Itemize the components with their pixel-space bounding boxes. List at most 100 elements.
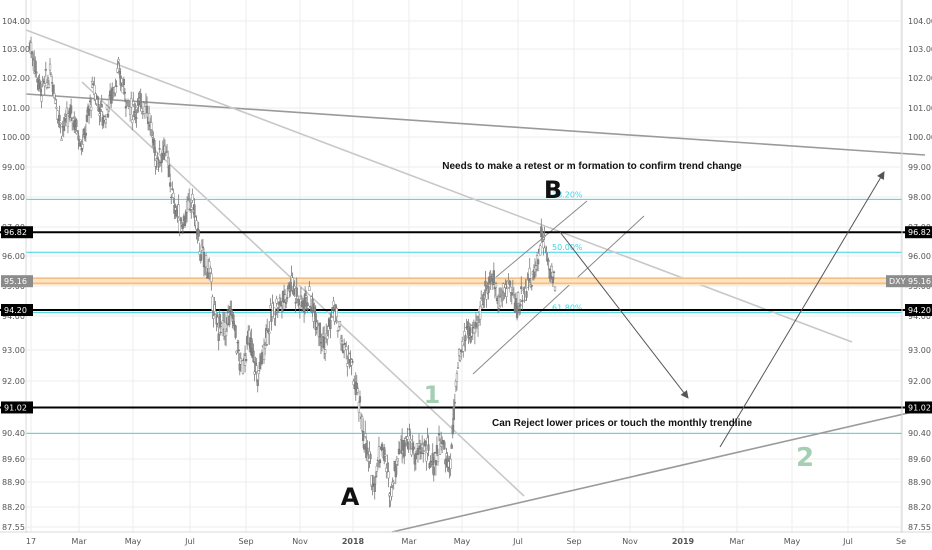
candle-body bbox=[520, 286, 523, 290]
candle-body bbox=[82, 128, 85, 135]
candle-body bbox=[104, 119, 108, 124]
candle-body bbox=[245, 358, 248, 362]
candle-body bbox=[62, 125, 65, 131]
candle-body bbox=[216, 317, 219, 324]
candle-body bbox=[480, 297, 483, 299]
candle-body bbox=[431, 453, 434, 465]
candle-body bbox=[308, 286, 311, 291]
candle-body bbox=[118, 70, 121, 75]
candle-body bbox=[416, 448, 420, 455]
y-tick-label-right: 89.60 bbox=[908, 455, 931, 464]
symbol-badge-text: DXY bbox=[889, 277, 906, 286]
x-tick-label: Mar bbox=[71, 537, 87, 546]
candle-body bbox=[246, 336, 249, 345]
level-badge-left-text: 94.20 bbox=[4, 306, 27, 315]
candle-body bbox=[287, 285, 290, 289]
candle-body bbox=[120, 78, 123, 83]
candle-body bbox=[286, 297, 289, 299]
candle-body bbox=[364, 433, 367, 437]
candle-body bbox=[276, 307, 279, 312]
y-tick-label-right: 90.40 bbox=[908, 429, 931, 438]
candle-body bbox=[209, 268, 212, 274]
candle-body bbox=[320, 345, 324, 347]
candle-body bbox=[414, 453, 417, 460]
candle-body bbox=[214, 310, 217, 314]
candle-body bbox=[136, 105, 139, 108]
candle-body bbox=[106, 113, 110, 118]
candle-body bbox=[489, 276, 492, 282]
candle-body bbox=[537, 259, 540, 265]
y-tick-label-right: 101.00 bbox=[908, 104, 932, 113]
candle-body bbox=[260, 352, 264, 364]
current-price-badge-right-bg bbox=[905, 275, 932, 288]
candle-body bbox=[373, 483, 376, 492]
candle-body bbox=[140, 108, 143, 112]
up-projection-arrow bbox=[719, 171, 885, 448]
candle-body bbox=[422, 452, 425, 455]
candle-body bbox=[481, 304, 484, 309]
y-tick-label-right: 88.20 bbox=[908, 503, 931, 512]
y-tick-label-left: 93.00 bbox=[2, 346, 25, 355]
candle-body bbox=[187, 200, 190, 210]
candle-body bbox=[453, 402, 456, 404]
y-tick-label-left: 89.60 bbox=[2, 455, 25, 464]
y-tick-label-left: 100.00 bbox=[2, 133, 30, 142]
candle-body bbox=[483, 296, 486, 299]
y-tick-label-right: 100.00 bbox=[908, 133, 932, 142]
candle-body bbox=[312, 312, 315, 322]
candle-body bbox=[454, 380, 458, 387]
candle-body bbox=[390, 487, 393, 497]
candle-body bbox=[121, 86, 124, 94]
candle-body bbox=[133, 111, 136, 117]
candle-body bbox=[77, 135, 80, 141]
candle-body bbox=[418, 445, 422, 450]
candle-body bbox=[224, 331, 228, 336]
candle-body bbox=[525, 291, 528, 298]
candle-body bbox=[377, 446, 381, 461]
level-badge-right-text: 94.20 bbox=[908, 306, 931, 315]
candle-body bbox=[455, 373, 459, 382]
candle-body bbox=[457, 349, 461, 356]
candle-body bbox=[505, 288, 508, 297]
y-tick-label-right: 92.00 bbox=[908, 377, 931, 386]
fib-retracement-levels: 38.20% 50.00% 61.80% bbox=[26, 190, 902, 434]
candle-body bbox=[305, 295, 308, 298]
level-badge-left-bg bbox=[1, 226, 33, 239]
candle-body bbox=[31, 51, 34, 54]
x-tick-label: Se bbox=[896, 537, 906, 546]
candle-body bbox=[56, 110, 59, 120]
candle-body bbox=[53, 93, 56, 99]
candle-body bbox=[396, 458, 400, 462]
candle-body bbox=[348, 353, 351, 360]
candle-body bbox=[464, 335, 467, 341]
candle-body bbox=[539, 245, 542, 256]
candle-body bbox=[153, 140, 156, 153]
y-tick-label-right: 103.00 bbox=[908, 45, 932, 54]
candle-body bbox=[344, 343, 347, 345]
candle-body bbox=[547, 260, 550, 262]
y-tick-label-left: 90.40 bbox=[2, 429, 25, 438]
candle-body bbox=[123, 91, 126, 94]
candle-body bbox=[63, 117, 66, 122]
x-tick-label: May bbox=[125, 537, 142, 546]
candle-body bbox=[88, 100, 92, 102]
candle-body bbox=[319, 342, 323, 344]
candle-body bbox=[125, 102, 129, 104]
price-badges: 96.82 96.82 94.20 94.20 91.02 91.02 95.16 95.16… bbox=[1, 226, 932, 414]
candle-body bbox=[237, 349, 240, 352]
wave-label-2: 2 bbox=[796, 443, 814, 473]
candle-body bbox=[188, 197, 191, 200]
wave-label-a: A bbox=[341, 483, 360, 511]
y-tick-label-left: 104.00 bbox=[2, 17, 30, 26]
candle-body bbox=[432, 466, 435, 476]
candle-body bbox=[54, 99, 57, 104]
candle-body bbox=[148, 112, 151, 122]
level-badge-left-bg bbox=[1, 304, 33, 316]
candle-body bbox=[311, 298, 314, 311]
candle-body bbox=[503, 287, 506, 294]
candle-body bbox=[404, 442, 407, 447]
candle-body bbox=[139, 93, 142, 107]
candle-body bbox=[330, 316, 333, 318]
x-tick-label: 17 bbox=[26, 537, 36, 546]
